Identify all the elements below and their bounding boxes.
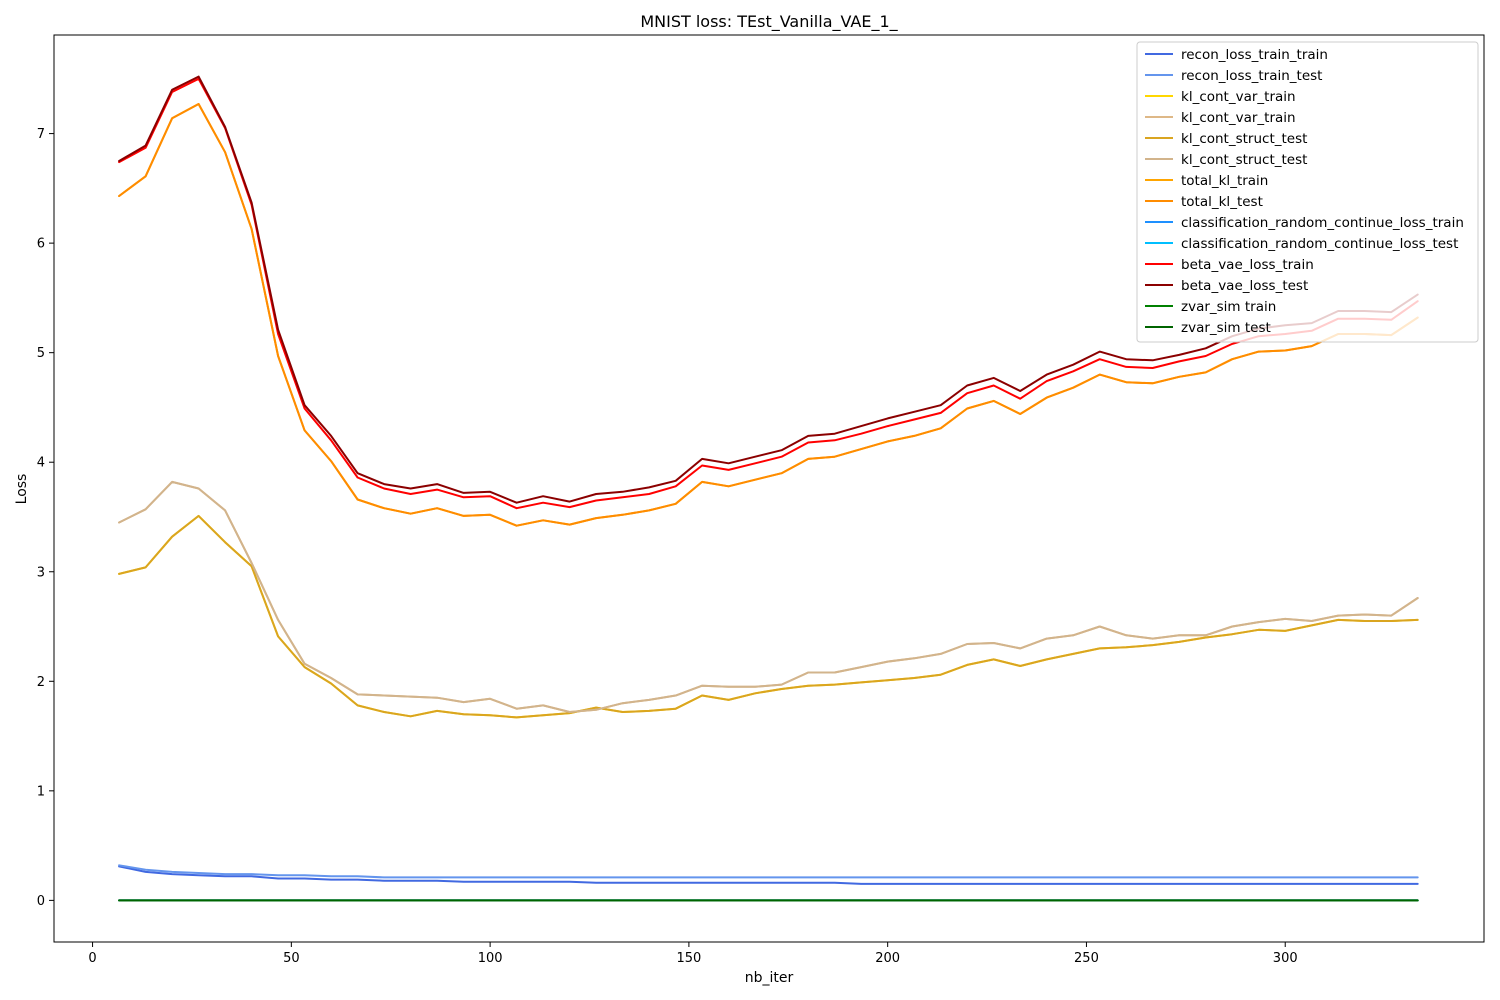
legend-label-11: beta_vae_loss_test	[1181, 278, 1308, 294]
series-layer	[118, 75, 1419, 902]
x-tick-label: 100	[478, 951, 503, 966]
y-axis: 0 1 2 3 4 5 6 7	[37, 127, 54, 909]
x-tick-label: 150	[676, 951, 701, 966]
legend-box	[1136, 41, 1479, 343]
legend-label-1: recon_loss_train_test	[1181, 68, 1322, 84]
series-line-7	[118, 103, 1419, 527]
y-tick-label: 7	[37, 127, 45, 142]
legend-label-9: classification_random_continue_loss_test	[1181, 236, 1458, 252]
legend-label-7: total_kl_test	[1181, 194, 1263, 210]
legend-label-2: kl_cont_var_train	[1181, 89, 1296, 105]
series-line-11	[118, 75, 1419, 504]
series-line-4	[118, 514, 1419, 719]
legend-label-8: classification_random_continue_loss_trai…	[1181, 215, 1464, 231]
legend-label-10: beta_vae_loss_train	[1181, 257, 1314, 273]
y-tick-label: 0	[37, 894, 45, 909]
legend-label-0: recon_loss_train_train	[1181, 47, 1328, 63]
legend-label-13: zvar_sim test	[1181, 320, 1271, 336]
legend-label-12: zvar_sim train	[1181, 299, 1276, 315]
legend-label-3: kl_cont_var_train	[1181, 110, 1296, 126]
series-line-10	[118, 77, 1419, 510]
y-tick-label: 4	[37, 456, 45, 471]
x-tick-label: 250	[1074, 951, 1099, 966]
plot-frame	[53, 34, 1485, 943]
y-tick-label: 2	[37, 675, 45, 690]
y-tick-label: 5	[37, 346, 45, 361]
y-tick-label: 6	[37, 237, 45, 252]
x-tick-label: 300	[1273, 951, 1298, 966]
y-tick-label: 1	[37, 784, 45, 799]
series-line-5	[118, 480, 1419, 713]
legend-label-5: kl_cont_struct_test	[1181, 152, 1307, 168]
x-axis-title: nb_iter	[745, 970, 794, 986]
series-line-1	[118, 864, 1419, 879]
x-tick-label: 50	[283, 951, 300, 966]
legend-label-4: kl_cont_struct_test	[1181, 131, 1307, 147]
legend-label-6: total_kl_train	[1181, 173, 1268, 189]
y-axis-title: Loss	[14, 474, 30, 505]
x-tick-label: 200	[875, 951, 900, 966]
series-line-0	[118, 865, 1419, 885]
x-axis: 0 50 100 150 200 250 300	[88, 942, 1298, 966]
legend: recon_loss_train_train recon_loss_train_t…	[1136, 41, 1479, 343]
y-tick-label: 3	[37, 565, 45, 580]
x-tick-label: 0	[88, 951, 96, 966]
chart-title: MNIST loss: TEst_Vanilla_VAE_1_	[640, 12, 898, 32]
